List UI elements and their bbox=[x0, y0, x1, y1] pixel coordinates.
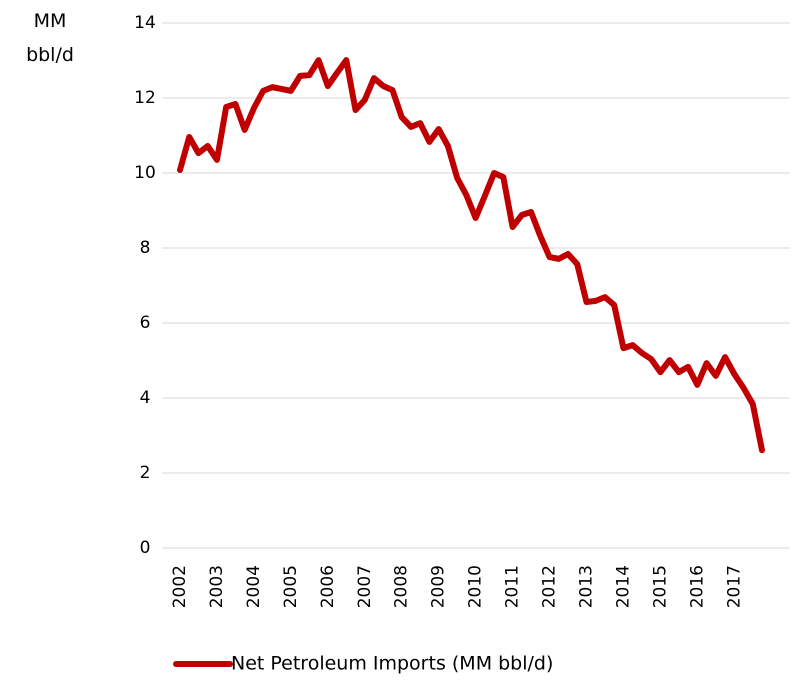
y-tick-label: 8 bbox=[140, 238, 151, 258]
x-tick-label: 2009 bbox=[429, 565, 449, 608]
x-tick-label: 2012 bbox=[540, 565, 560, 608]
x-tick-label: 2013 bbox=[576, 565, 596, 608]
x-tick-label: 2015 bbox=[650, 565, 670, 608]
x-tick-label: 2005 bbox=[281, 565, 301, 608]
data-line bbox=[177, 57, 765, 454]
legend-label: Net Petroleum Imports (MM bbl/d) bbox=[231, 653, 553, 675]
x-tick-label: 2011 bbox=[503, 565, 523, 608]
x-tick-label: 2008 bbox=[392, 565, 412, 608]
x-tick-label: 2014 bbox=[613, 565, 633, 608]
y-tick-label: 12 bbox=[134, 88, 156, 108]
x-tick-label: 2016 bbox=[687, 565, 707, 608]
x-tick-label: 2003 bbox=[207, 565, 227, 608]
y-tick-label: 4 bbox=[140, 388, 151, 408]
y-tick-label: 2 bbox=[140, 463, 151, 483]
x-tick-label: 2002 bbox=[170, 565, 190, 608]
x-tick-label: 2017 bbox=[724, 565, 744, 608]
y-axis-label: MM bbl/d bbox=[26, 10, 74, 66]
x-tick-label: 2007 bbox=[355, 565, 375, 608]
y-tick-label: 10 bbox=[134, 163, 156, 183]
y-tick-label: 6 bbox=[140, 313, 151, 333]
y-tick-label: 14 bbox=[134, 13, 156, 33]
y-tick-label: 0 bbox=[140, 538, 151, 558]
x-tick-label: 2006 bbox=[318, 565, 338, 608]
x-tick-label: 2010 bbox=[466, 565, 486, 608]
x-tick-label: 2004 bbox=[244, 565, 264, 608]
